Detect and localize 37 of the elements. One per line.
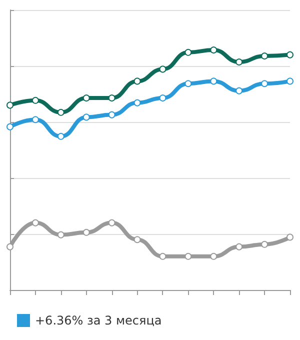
point bbox=[134, 78, 141, 85]
point bbox=[57, 108, 64, 116]
point bbox=[184, 80, 192, 88]
point bbox=[210, 46, 218, 54]
point bbox=[286, 78, 294, 85]
point bbox=[184, 252, 192, 260]
point bbox=[32, 96, 39, 104]
point bbox=[286, 51, 294, 58]
point bbox=[236, 58, 243, 66]
legend-label: +6.36% за 3 месяца bbox=[35, 314, 162, 328]
point bbox=[210, 78, 218, 85]
point bbox=[6, 102, 14, 109]
point bbox=[6, 123, 14, 130]
point bbox=[108, 94, 116, 102]
point bbox=[82, 94, 90, 102]
point bbox=[6, 243, 14, 250]
point bbox=[286, 234, 294, 241]
point bbox=[261, 240, 268, 248]
point bbox=[108, 111, 116, 118]
point bbox=[159, 66, 166, 73]
point bbox=[32, 116, 39, 124]
point bbox=[32, 219, 39, 226]
point bbox=[108, 219, 116, 226]
point bbox=[57, 132, 64, 140]
point bbox=[134, 99, 141, 106]
point bbox=[134, 236, 141, 244]
point bbox=[159, 94, 166, 102]
point bbox=[261, 80, 268, 88]
point bbox=[236, 243, 243, 250]
point bbox=[261, 52, 268, 60]
point bbox=[184, 48, 192, 56]
point bbox=[82, 114, 90, 121]
point bbox=[210, 252, 218, 260]
point bbox=[159, 252, 166, 260]
point bbox=[82, 228, 90, 236]
point bbox=[57, 231, 64, 238]
point bbox=[236, 87, 243, 94]
